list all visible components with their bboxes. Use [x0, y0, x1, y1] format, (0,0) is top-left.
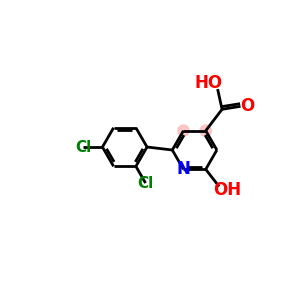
Text: Cl: Cl: [137, 176, 154, 190]
Text: Cl: Cl: [75, 140, 91, 154]
Text: HO: HO: [194, 74, 222, 92]
Text: O: O: [240, 97, 254, 115]
Text: N: N: [176, 160, 190, 178]
Circle shape: [200, 125, 212, 136]
Text: OH: OH: [213, 181, 242, 199]
Circle shape: [178, 125, 189, 136]
